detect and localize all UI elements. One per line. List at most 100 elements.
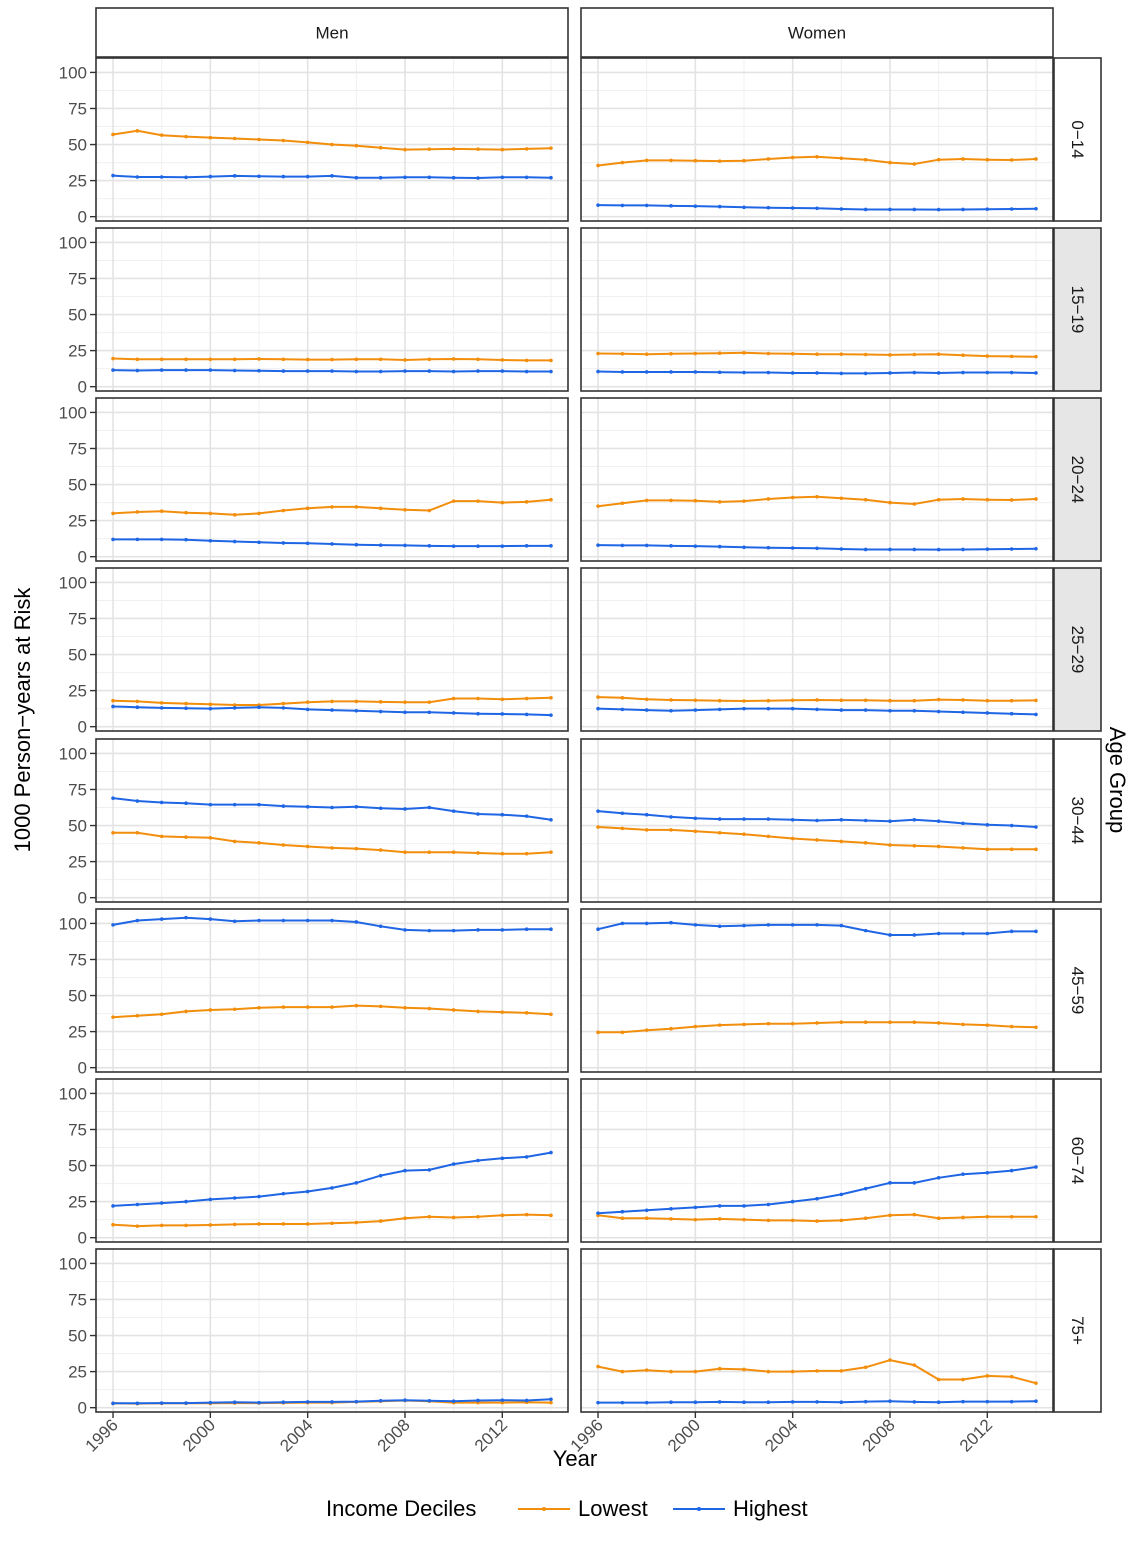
data-point-highest xyxy=(717,544,722,549)
data-point-highest xyxy=(403,175,407,180)
data-point-lowest xyxy=(742,1367,746,1372)
legend-swatch-lowest-dot xyxy=(542,1507,546,1511)
panel-women-row-1 xyxy=(580,227,1054,392)
data-point-lowest xyxy=(863,352,868,357)
data-point-lowest xyxy=(717,1023,722,1027)
data-point-lowest xyxy=(839,1369,844,1373)
data-point-lowest xyxy=(549,358,553,363)
data-point-lowest xyxy=(208,357,213,362)
data-point-highest xyxy=(790,923,795,927)
data-point-highest xyxy=(620,370,625,374)
data-point-lowest xyxy=(208,836,213,840)
data-point-highest xyxy=(111,368,115,372)
y-axis-row-2: 0 25 50 75 100 xyxy=(59,403,96,567)
data-point-lowest xyxy=(476,357,480,362)
data-point-highest xyxy=(863,818,868,823)
y-tick-label: 25 xyxy=(68,342,87,361)
panel-border xyxy=(580,227,1054,392)
data-point-lowest xyxy=(936,157,941,162)
data-point-highest xyxy=(936,1400,941,1404)
data-point-lowest xyxy=(790,1369,795,1374)
data-point-highest xyxy=(766,205,771,210)
data-point-lowest xyxy=(111,1015,115,1019)
data-point-lowest xyxy=(354,1003,359,1008)
data-point-highest xyxy=(257,540,261,545)
data-point-highest xyxy=(451,544,456,548)
y-tick-label: 75 xyxy=(68,269,87,288)
data-point-lowest xyxy=(1034,1025,1038,1030)
data-point-highest xyxy=(815,818,819,823)
data-point-highest xyxy=(815,1196,819,1201)
data-point-highest xyxy=(596,369,600,374)
data-point-highest xyxy=(985,547,990,551)
data-point-highest xyxy=(281,369,286,373)
data-point-lowest xyxy=(1034,847,1038,852)
y-axis-row-1: 0 25 50 75 100 xyxy=(59,233,96,397)
panel-border xyxy=(580,908,1054,1073)
data-point-highest xyxy=(111,923,115,927)
data-point-highest xyxy=(839,708,844,712)
y-tick-label: 25 xyxy=(68,1023,87,1042)
data-point-lowest xyxy=(961,846,965,850)
data-point-lowest xyxy=(1009,847,1014,852)
data-point-lowest xyxy=(839,839,844,844)
data-point-lowest xyxy=(1009,498,1014,502)
data-point-highest xyxy=(184,1199,188,1204)
data-point-lowest xyxy=(815,698,819,702)
data-point-highest xyxy=(232,802,237,807)
data-point-lowest xyxy=(936,497,941,502)
data-point-highest xyxy=(766,923,771,927)
y-tick-label: 75 xyxy=(68,439,87,458)
data-point-highest xyxy=(863,547,868,552)
data-point-lowest xyxy=(354,699,359,704)
data-point-highest xyxy=(888,1399,892,1403)
data-point-lowest xyxy=(500,697,505,702)
row-strip-7: 75+ xyxy=(1053,1248,1102,1413)
data-point-highest xyxy=(596,203,600,207)
data-point-highest xyxy=(766,1202,771,1207)
data-point-highest xyxy=(596,809,600,813)
data-point-highest xyxy=(549,544,553,548)
data-point-highest xyxy=(159,368,164,372)
data-point-highest xyxy=(766,370,771,375)
data-point-highest xyxy=(427,175,432,180)
data-point-lowest xyxy=(717,698,722,703)
data-point-highest xyxy=(524,1155,529,1159)
data-point-lowest xyxy=(742,699,746,703)
data-point-highest xyxy=(985,207,990,211)
data-point-lowest xyxy=(281,138,286,143)
data-point-highest xyxy=(1034,371,1038,375)
data-point-lowest xyxy=(208,1008,213,1012)
data-point-highest xyxy=(620,543,625,548)
data-point-lowest xyxy=(669,158,673,163)
data-point-lowest xyxy=(912,352,917,357)
data-point-lowest xyxy=(524,696,529,701)
data-point-lowest xyxy=(766,698,771,703)
data-point-highest xyxy=(257,1400,261,1405)
data-point-highest xyxy=(208,368,213,372)
data-point-highest xyxy=(451,369,456,374)
data-point-lowest xyxy=(549,1400,553,1405)
data-point-lowest xyxy=(524,1212,529,1217)
data-point-lowest xyxy=(888,1020,892,1025)
row-strip-6: 60−74 xyxy=(1053,1078,1102,1243)
y-axis-row-3: 0 25 50 75 100 xyxy=(59,573,96,737)
data-point-lowest xyxy=(985,847,990,852)
data-point-highest xyxy=(961,931,965,936)
data-point-lowest xyxy=(378,357,383,362)
data-point-lowest xyxy=(549,497,553,502)
data-point-lowest xyxy=(669,351,673,356)
data-point-highest xyxy=(669,204,673,208)
legend-swatch-highest-dot xyxy=(697,1507,701,1511)
data-point-highest xyxy=(985,1399,990,1404)
row-strip-5: 45−59 xyxy=(1053,908,1102,1073)
data-point-lowest xyxy=(888,843,892,847)
y-tick-label: 50 xyxy=(68,476,87,495)
data-point-lowest xyxy=(135,357,140,362)
row-strip-3: 25−29 xyxy=(1053,567,1102,732)
data-point-lowest xyxy=(159,509,164,514)
data-point-lowest xyxy=(985,497,990,502)
data-point-lowest xyxy=(985,698,990,703)
data-point-lowest xyxy=(985,1374,990,1378)
data-point-lowest xyxy=(111,1222,115,1227)
